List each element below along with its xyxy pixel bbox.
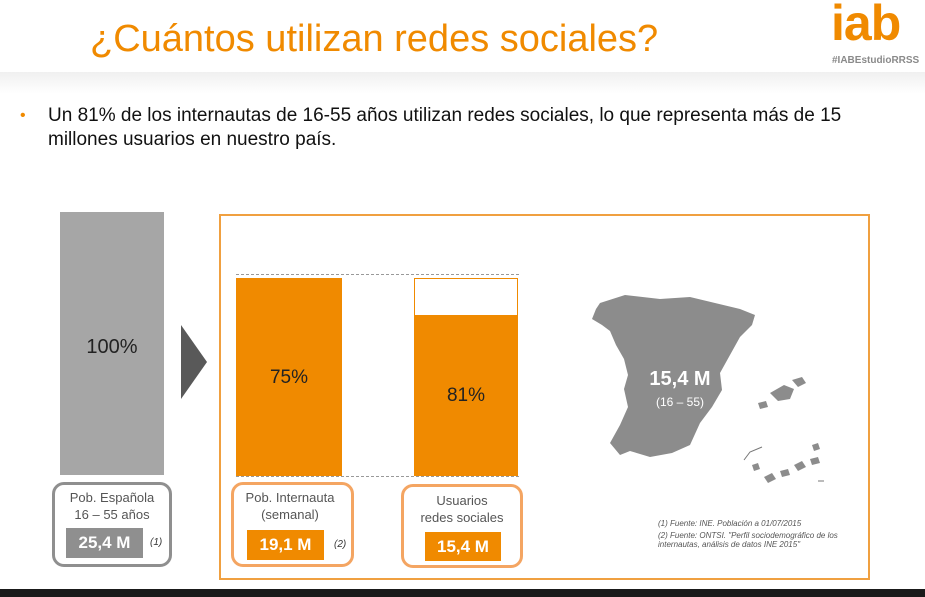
box-social-value: 15,4 M [425,532,501,561]
box-total-label: Pob. Española 16 – 55 años [52,489,172,523]
bar-label-total: 100% [86,336,138,358]
title-band [0,72,925,94]
bar-social-users [414,315,518,476]
bar-internet-population [236,278,342,476]
box-internet-label-line1: Pob. Internauta [245,490,335,505]
note-ref-2: (2) [334,539,347,550]
box-internet-label-line2: (semanal) [261,507,319,522]
bullet-text: Un 81% de los internautas de 16-55 años … [48,105,842,150]
taskbar [0,589,925,597]
box-total-label-line1: Pob. Española [69,490,155,505]
highlight-frame [219,214,870,580]
map-range: (16 – 55) [655,395,705,409]
box-social-label: Usuarios redes sociales [401,492,523,526]
box-social-label-line2: redes sociales [420,510,504,525]
bar-total-population [60,212,164,475]
slide-title: ¿Cuántos utilizan redes sociales? [90,18,659,60]
iab-logo: iab [831,0,901,51]
box-social-label-line1: Usuarios [436,493,488,508]
box-total-population [52,482,172,567]
note-ref-1: (1) [150,537,163,548]
bar-label-social: 81% [446,385,486,406]
box-total-label-line2: 16 – 55 años [74,507,150,522]
bullet-marker: • [20,107,26,124]
box-internet-value: 19,1 M [247,530,324,560]
box-internet-population [231,482,354,567]
box-total-value: 25,4 M [66,528,143,558]
spain-map-icon [592,295,824,483]
dashed-guide-bottom [236,476,519,477]
bar-label-internet: 75% [269,367,309,388]
logo-hashtag: #IABEstudioRRSS [832,55,920,66]
dashed-guide-top [236,274,519,275]
map-value: 15,4 M [649,368,711,390]
box-social-users [401,484,523,568]
source-note-1: (1) Fuente: INE. Población a 01/07/2015 [658,519,802,528]
box-internet-label: Pob. Internauta (semanal) [231,489,349,523]
source-note-2: (2) Fuente: ONTSI. "Perfil sociodemográf… [658,531,838,549]
arrow-right-icon [181,325,207,399]
